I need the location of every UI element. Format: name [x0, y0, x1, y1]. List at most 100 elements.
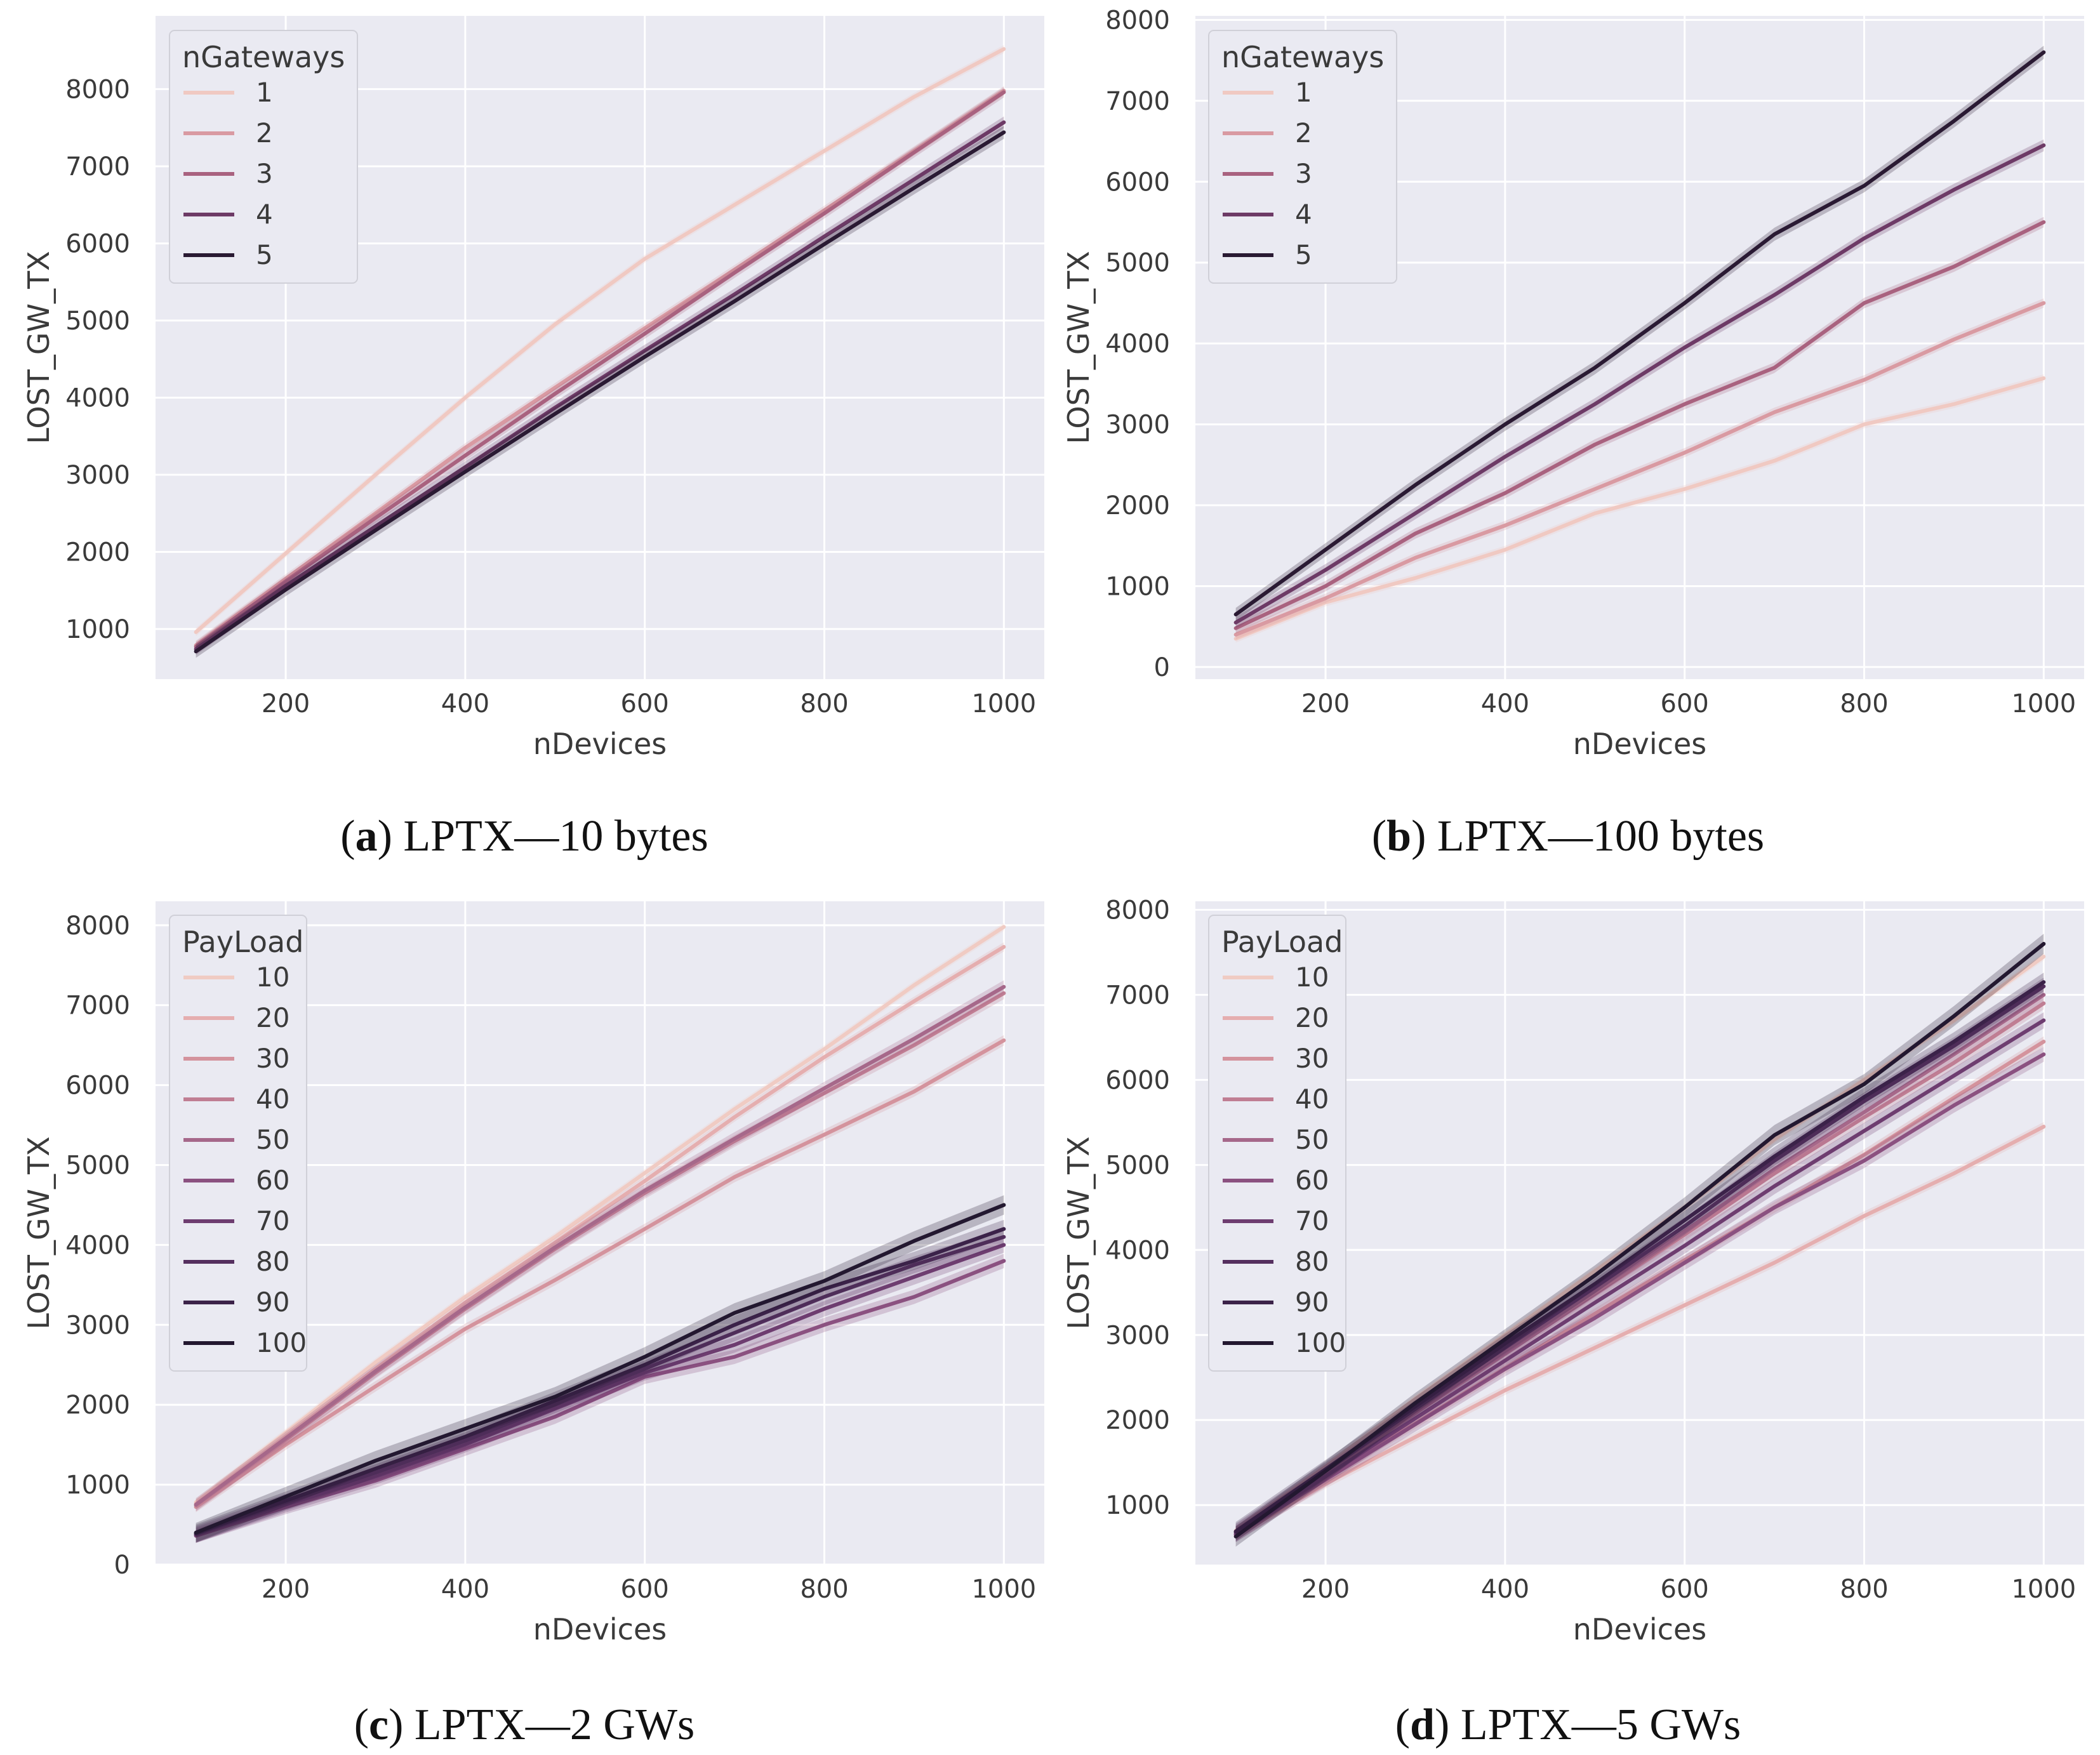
data-point: [1773, 1134, 1776, 1137]
data-point: [2042, 1002, 2045, 1005]
data-point: [1002, 925, 1006, 929]
data-point: [463, 446, 467, 449]
data-point: [733, 1115, 736, 1118]
series-4: [1233, 139, 2046, 629]
data-point: [1773, 233, 1776, 236]
data-point: [643, 1189, 646, 1192]
y-tick-label: 0: [114, 1551, 130, 1580]
caption-paren-close: ): [378, 812, 404, 861]
caption-text: LPTX—5 GWs: [1461, 1700, 1741, 1749]
data-point: [1683, 402, 1686, 406]
data-point: [463, 1306, 467, 1309]
y-tick-label: 0: [1154, 653, 1170, 682]
data-point: [1324, 597, 1327, 600]
data-point: [823, 212, 826, 215]
series-line: [194, 1259, 1006, 1538]
series-3: [194, 87, 1006, 652]
data-point: [823, 1047, 826, 1050]
caption-paren-open: (: [340, 812, 355, 861]
legend-label: 60: [256, 1165, 289, 1196]
caption-paren-open: (: [1395, 1700, 1410, 1749]
data-point: [284, 1443, 288, 1447]
series-line: [194, 130, 1006, 654]
y-axis-title: LOST_GW_TX: [22, 251, 56, 444]
data-point: [1002, 121, 1006, 124]
data-point: [912, 1295, 915, 1299]
y-tick-label: 3000: [1105, 411, 1170, 440]
data-point: [1324, 568, 1327, 571]
data-point: [823, 1323, 826, 1327]
caption-letter: a: [356, 812, 378, 861]
data-point: [912, 1259, 915, 1262]
data-point: [284, 584, 288, 587]
data-point: [1863, 1111, 1866, 1114]
data-point: [643, 1371, 646, 1374]
data-point: [2042, 942, 2045, 945]
data-point: [374, 529, 377, 532]
series-line: [1233, 1052, 2046, 1537]
confidence-band: [1235, 972, 2044, 1541]
data-point: [554, 1399, 557, 1402]
x-tick-label: 400: [1481, 689, 1529, 719]
series-line: [194, 1235, 1006, 1537]
data-point: [1503, 1337, 1506, 1341]
y-tick-label: 2000: [1105, 491, 1170, 520]
data-point: [1952, 188, 1955, 191]
data-point: [1593, 443, 1597, 446]
caption-text: LPTX—100 bytes: [1437, 812, 1764, 861]
x-axis-title: nDevices: [533, 727, 667, 761]
data-point: [1002, 1235, 1006, 1238]
data-point: [1324, 1478, 1327, 1481]
data-point: [1952, 1104, 1955, 1107]
data-point: [554, 392, 557, 395]
series-2: [1233, 298, 2046, 640]
data-point: [374, 1475, 377, 1478]
data-point: [554, 1415, 557, 1419]
series-line: [194, 1227, 1006, 1535]
y-tick-label: 6000: [1105, 168, 1170, 197]
data-point: [1234, 613, 1237, 616]
data-point: [1683, 451, 1686, 454]
y-tick-label: 5000: [65, 1151, 130, 1180]
y-tick-label: 4000: [1105, 1236, 1170, 1265]
legend-label: 2: [256, 117, 273, 149]
data-point: [643, 257, 646, 260]
data-point: [463, 1295, 467, 1299]
data-point: [463, 1427, 467, 1430]
data-point: [1593, 1289, 1597, 1292]
data-point: [463, 396, 467, 399]
legend-box: [169, 915, 307, 1372]
x-tick-label: 200: [1301, 689, 1350, 719]
legend-label: 1: [256, 77, 273, 108]
series-line: [1233, 50, 2046, 617]
series-5: [1233, 45, 2046, 621]
data-point: [1952, 1061, 1955, 1064]
x-tick-label: 200: [1301, 1575, 1350, 1604]
data-point: [1234, 633, 1237, 636]
data-point: [2042, 1125, 2045, 1129]
x-tick-label: 200: [262, 1575, 310, 1604]
data-point: [823, 1092, 826, 1095]
data-point: [1414, 484, 1417, 487]
legend-label: 3: [256, 158, 273, 189]
series-line: [194, 120, 1006, 651]
data-point: [643, 1363, 646, 1367]
data-point: [2042, 984, 2045, 988]
data-point: [284, 588, 288, 592]
data-point: [463, 1327, 467, 1330]
data-point: [1414, 576, 1417, 579]
x-axis-title: nDevices: [1573, 1612, 1706, 1646]
data-point: [1863, 1083, 1866, 1086]
y-tick-label: 7000: [65, 152, 130, 182]
data-point: [912, 1043, 915, 1047]
data-point: [1683, 1206, 1686, 1209]
legend-label: 10: [1295, 962, 1329, 993]
data-point: [554, 1407, 557, 1410]
data-point: [1593, 1316, 1597, 1320]
data-point: [733, 203, 736, 206]
data-point: [194, 650, 197, 653]
legend-label: 60: [1295, 1165, 1329, 1196]
data-point: [1503, 491, 1506, 494]
data-point: [1503, 1342, 1506, 1345]
legend-label: 40: [256, 1083, 289, 1115]
